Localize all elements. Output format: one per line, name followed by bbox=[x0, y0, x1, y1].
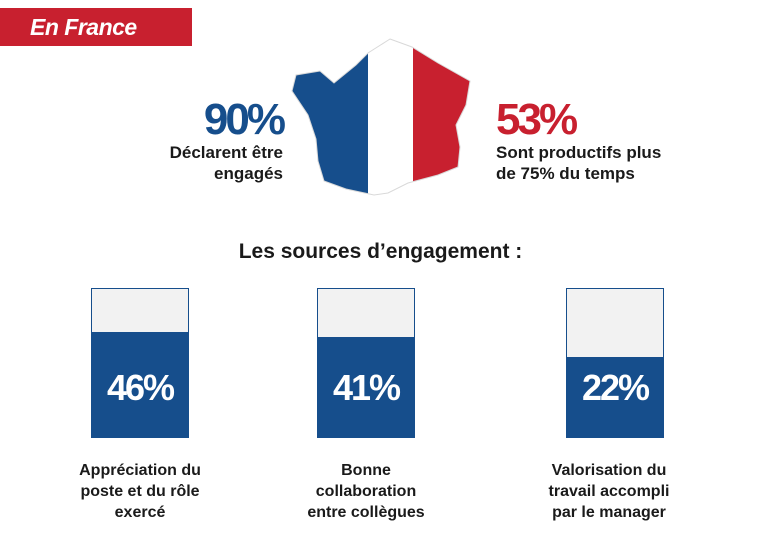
banner-label: En France bbox=[30, 14, 137, 40]
section-banner: En France bbox=[0, 8, 192, 46]
engaged-stat-value: 90% bbox=[203, 95, 286, 144]
productive-stat: 53% Sont productifs plus de 75% du temps bbox=[496, 98, 661, 184]
bar-fill-1 bbox=[92, 332, 188, 437]
bar-gauge-2: 41% bbox=[317, 288, 415, 438]
bar-category-label-1: Appréciation du poste et du rôle exercé bbox=[79, 462, 201, 521]
bar-value-label-1: 46% bbox=[106, 367, 175, 408]
bar-fill-3 bbox=[567, 357, 663, 437]
engaged-stat-line1: Déclarent être bbox=[169, 143, 283, 162]
bar-category-label-2: Bonne collaboration entre collègues bbox=[307, 462, 425, 521]
productive-stat-line1: Sont productifs plus bbox=[496, 143, 662, 162]
bar-gauge-1: 46% bbox=[91, 288, 189, 438]
chart-title: Les sources d’engagement : bbox=[238, 240, 523, 263]
flag-stripe-blue bbox=[292, 39, 368, 195]
bar-value-label-3: 22% bbox=[581, 367, 650, 408]
productive-stat-line2: de 75% du temps bbox=[496, 164, 635, 183]
bar-category-label-3: Valorisation du travail accompli par le ma… bbox=[548, 462, 670, 521]
bar-fill-2 bbox=[318, 337, 414, 437]
engaged-stat-line2: engagés bbox=[214, 164, 283, 183]
bar-value-label-2: 41% bbox=[332, 367, 401, 408]
bar-gauge-3: 22% bbox=[566, 288, 664, 438]
flag-stripe-red bbox=[413, 39, 470, 195]
france-flag-map-icon bbox=[291, 38, 471, 196]
engaged-stat: 90% Déclarent être engagés bbox=[169, 95, 286, 184]
productive-stat-value: 53% bbox=[496, 95, 578, 144]
flag-stripe-white bbox=[368, 39, 413, 195]
